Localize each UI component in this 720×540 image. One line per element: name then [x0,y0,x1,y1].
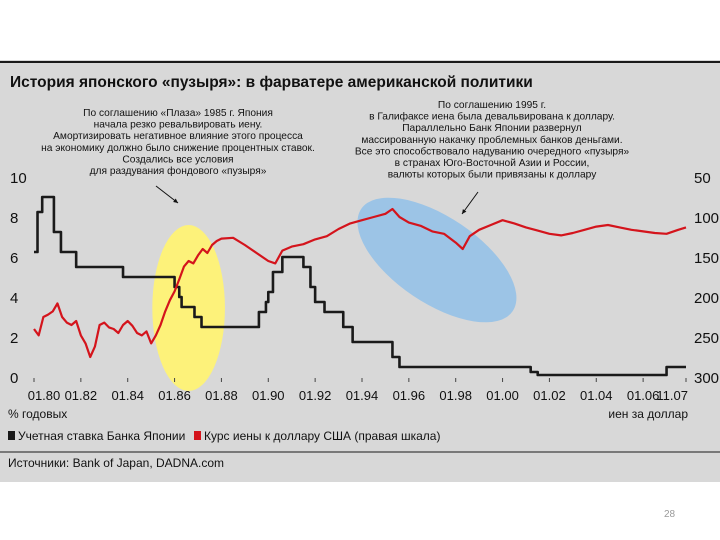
x-tick-label: 01.90 [252,388,285,403]
annotation-halifax-line: в странах Юго-Восточной Азии и России, [395,158,590,169]
annotation-halifax-line: Параллельно Банк Японии развернул [402,123,582,134]
x-tick-label: 01.86 [158,388,191,403]
x-tick-label: 01.02 [533,388,566,403]
x-tick-label: 01.00 [486,388,519,403]
annotation-halifax-line: в Галифаксе иена была девальвирована к д… [369,111,615,123]
x-tick-label: 01.84 [111,388,144,403]
x-tick-label: 01.82 [65,388,98,403]
x-tick-label: 01.04 [580,388,613,403]
left-tick-label: 4 [10,290,18,307]
source-note: Источники: Bank of Japan, DADNA.com [8,456,224,470]
annotation-halifax-line: массированную накачку проблемных банков … [361,134,622,146]
x-tick-label: 01.94 [346,388,379,403]
annotation-plaza-arrowhead [173,198,178,203]
legend-label: Учетная ставка Банка Японии [18,429,185,443]
legend-label: Курс иены к доллару США (правая шкала) [204,429,440,443]
right-tick-label: 250 [694,330,719,347]
page-number: 28 [664,509,676,520]
annotation-plaza-line: для раздувания фондового «пузыря» [90,165,267,177]
right-tick-label: 150 [694,250,719,267]
annotation-halifax-pointer [461,191,479,215]
left-tick-label: 8 [10,210,18,227]
annotation-plaza-line: начала резко ревальвировать иену. [94,120,263,131]
annotation-plaza-line: Создались все условия [122,154,233,165]
right-tick-label: 100 [694,210,719,227]
x-tick-label: 01.80 [28,388,61,403]
right-tick-label: 50 [694,170,711,187]
annotation-halifax-line: По соглашению 1995 г. [438,100,546,111]
chart-background [0,60,720,482]
left-tick-label: 0 [10,370,18,387]
series-line-discount-rate [34,195,686,377]
annotation-plaza-line: на экономику должно было снижение процен… [41,142,315,154]
left-axis-label: % годовых [8,407,67,421]
annotation-plaza-pointer [155,185,179,204]
legend-swatch [8,431,15,440]
annotation-halifax-line: Все это способствовало надуванию очередн… [355,145,630,157]
right-tick-label: 300 [694,370,719,387]
left-tick-label: 6 [10,250,18,267]
right-tick-label: 200 [694,290,719,307]
right-axis-label: иен за доллар [608,407,688,421]
legend-swatch [194,431,201,440]
x-tick-label: 01.98 [439,388,472,403]
series-line-yen-rate [33,207,687,359]
left-tick-label: 2 [10,330,18,347]
x-tick-label: 01.88 [205,388,238,403]
annotation-plaza-line: Амортизировать негативное влияние этого … [53,131,303,142]
x-tick-label: 01.96 [393,388,426,403]
annotation-halifax-arrowhead [462,209,467,214]
x-tick-label: 11.07 [656,388,688,403]
left-tick-label: 10 [10,170,27,187]
annotation-halifax-line: валюты которых были привязаны к доллару [388,169,597,181]
chart-title: История японского «пузыря»: в фарватере … [10,74,533,91]
annotation-plaza-line: По соглашению «Плаза» 1985 г. Япония [83,108,273,119]
x-tick-label: 01.06 [627,388,660,403]
x-tick-label: 01.92 [299,388,332,403]
highlight-halifax [357,197,517,323]
